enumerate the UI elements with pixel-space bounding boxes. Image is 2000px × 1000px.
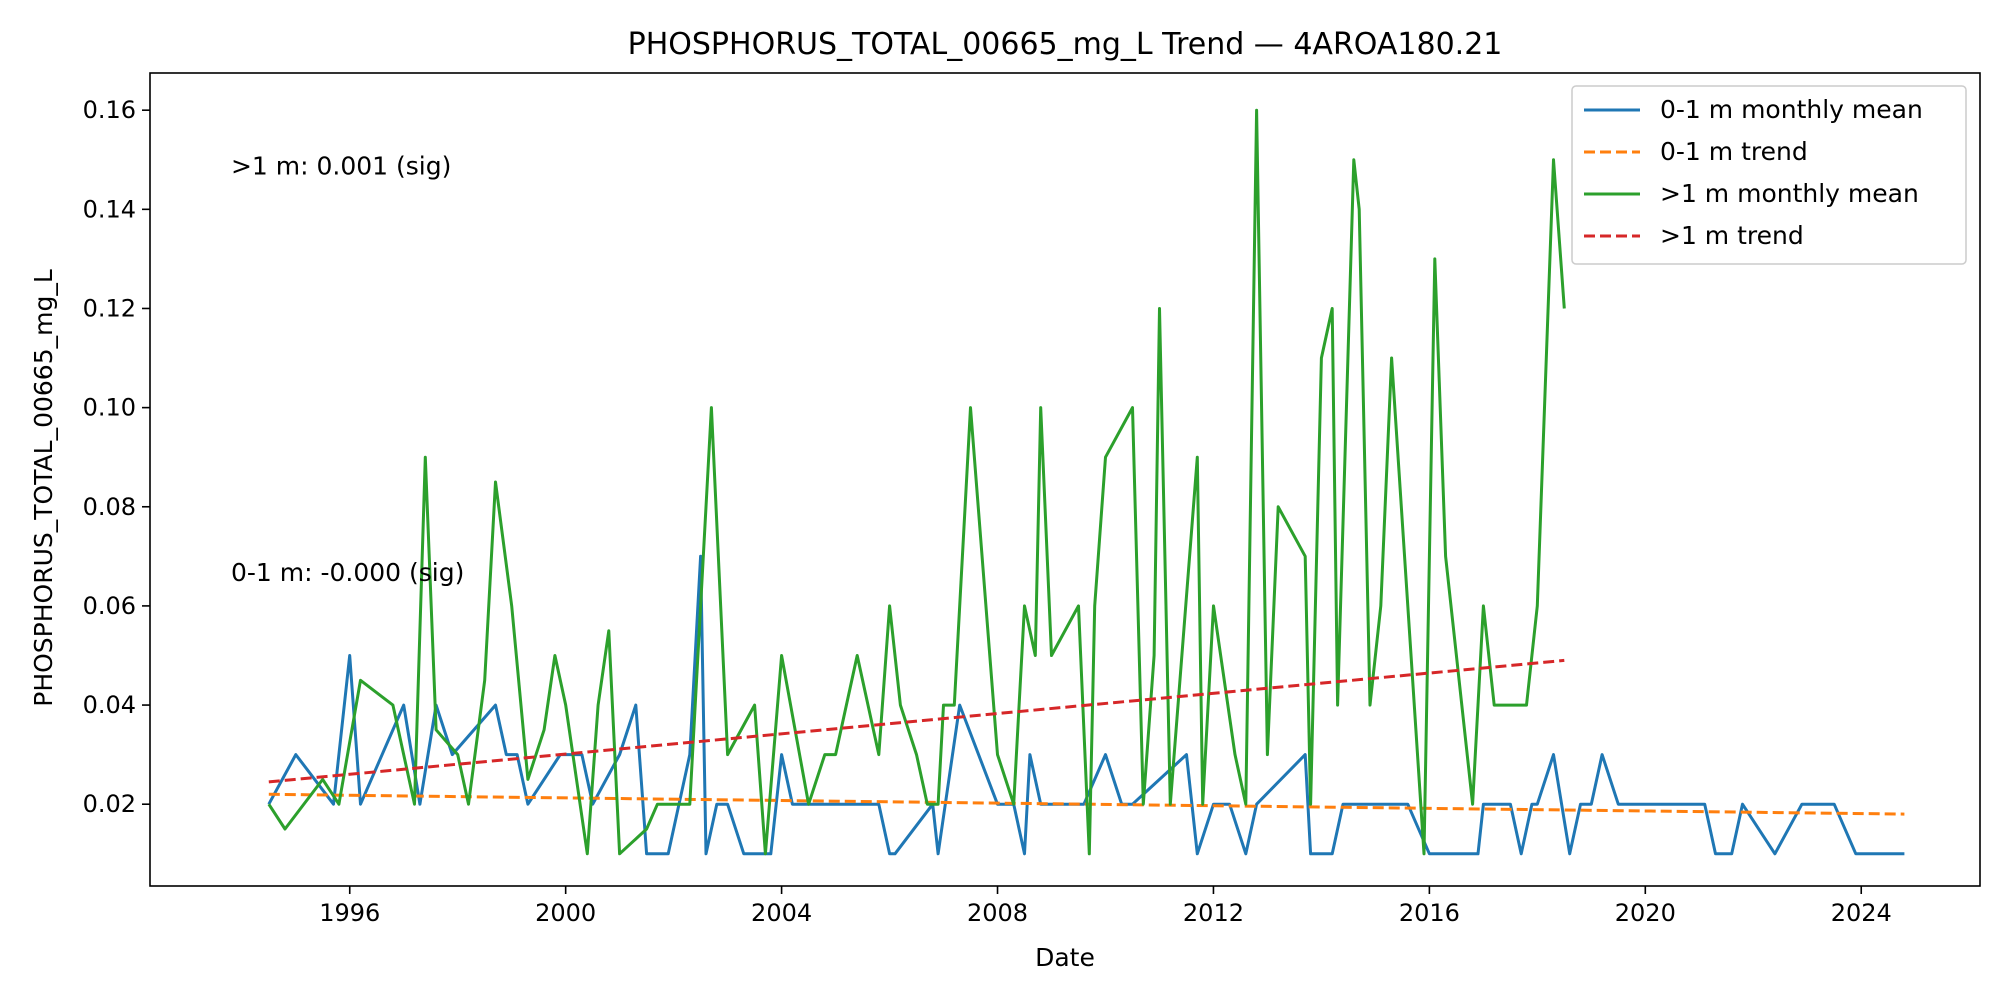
x-tick-label: 2000 — [535, 899, 596, 927]
y-tick-label: 0.02 — [83, 790, 136, 818]
x-tick-label: 2016 — [1399, 899, 1460, 927]
annotation-layer: >1 m: 0.001 (sig) 0-1 m: -0.000 (sig) — [231, 152, 464, 588]
axes-layer: 1996 2000 2004 2008 2012 2016 2020 2024 0.02 0.04… — [83, 72, 1981, 927]
plot-frame — [149, 72, 1981, 887]
x-tick-label: 1996 — [319, 899, 380, 927]
x-tick-label: 2024 — [1831, 899, 1892, 927]
chart-title: PHOSPHORUS_TOTAL_00665_mg_L Trend — 4ARO… — [628, 27, 1503, 62]
y-axis-label: PHOSPHORUS_TOTAL_00665_mg_L — [29, 269, 58, 707]
x-tick-label: 2004 — [751, 899, 812, 927]
y-tick-label: 0.08 — [83, 493, 136, 521]
y-tick-label: 0.10 — [83, 394, 136, 422]
series-layer — [267, 108, 1905, 856]
y-tick-label: 0.14 — [83, 195, 136, 223]
annotation-text: >1 m: 0.001 (sig) — [231, 152, 451, 181]
y-tick-label: 0.04 — [83, 691, 136, 719]
series-line-gt-1-m-trend — [268, 658, 1565, 784]
annotation-text: 0-1 m: -0.000 (sig) — [231, 558, 464, 587]
legend-label-0-1-m-monthly-mean: 0-1 m monthly mean — [1660, 95, 1923, 124]
legend: 0-1 m monthly mean 0-1 m trend >1 m monthl… — [1571, 85, 1967, 265]
x-tick-label: 2008 — [967, 899, 1028, 927]
legend-label-gt-1-m-trend: >1 m trend — [1660, 221, 1804, 250]
y-tick-label: 0.12 — [83, 294, 136, 322]
y-tick-label: 0.06 — [83, 592, 136, 620]
series-line-gt-1-m-monthly-mean — [267, 108, 1566, 856]
y-tick-label: 0.16 — [83, 96, 136, 124]
x-axis-label: Date — [1035, 943, 1095, 972]
x-tick-label: 2012 — [1183, 899, 1244, 927]
legend-box — [1571, 85, 1967, 265]
legend-label-gt-1-m-monthly-mean: >1 m monthly mean — [1660, 179, 1919, 208]
legend-label-0-1-m-trend: 0-1 m trend — [1660, 137, 1808, 166]
x-tick-label: 2020 — [1615, 899, 1676, 927]
